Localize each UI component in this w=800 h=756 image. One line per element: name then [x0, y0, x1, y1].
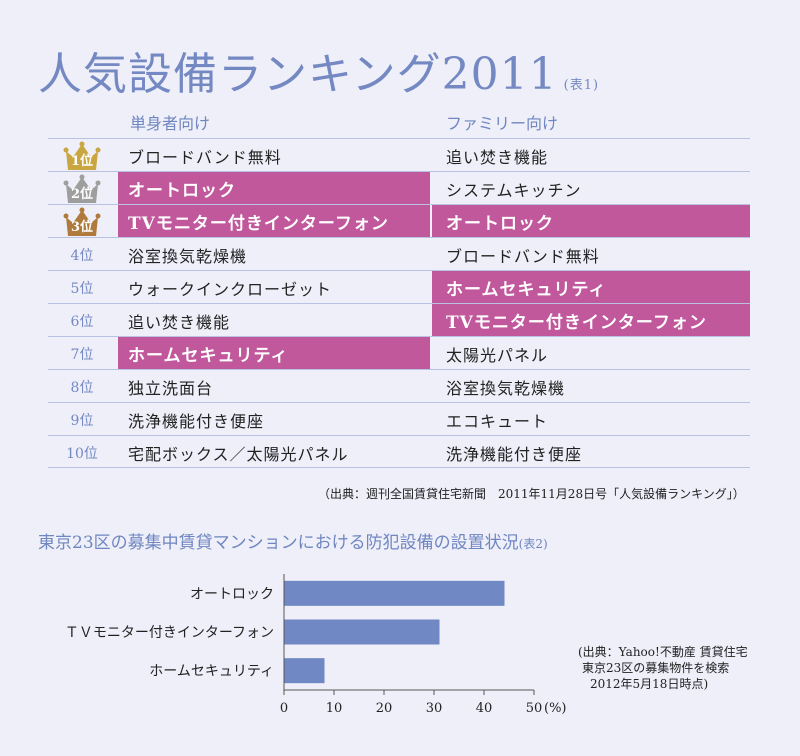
page-title: 人気設備ランキング2011 (表1): [38, 38, 599, 102]
subtitle-text: 東京23区の募集中賃貸マンションにおける防犯設備の設置状況: [38, 533, 519, 553]
x-unit-label: (%): [544, 701, 567, 716]
title-text: 人気設備ランキング2011: [38, 49, 558, 100]
source-note-chart: (出典：Yahoo!不動産 賃貸住宅東京23区の募集物件を検索 2012年5月18…: [578, 644, 748, 692]
single-item: ウォークインクローゼット: [128, 279, 333, 299]
crown-icon: 3位: [63, 207, 101, 237]
rank-cell: 8位: [70, 379, 94, 396]
category-label: ホームセキュリティ: [149, 664, 274, 680]
bar: [284, 658, 325, 684]
rank-label: 1位: [70, 153, 94, 169]
family-item: オートロック: [432, 205, 750, 238]
rank-cell: 1位: [48, 139, 116, 172]
table-row: 4位 浴室換気乾燥機 ブロードバンド無料: [48, 237, 750, 270]
rank-label: 2位: [70, 186, 94, 202]
family-item: TVモニター付きインターフォン: [432, 304, 750, 337]
rank-cell: 10位: [66, 445, 98, 462]
chart-subtitle: 東京23区の募集中賃貸マンションにおける防犯設備の設置状況(表2): [38, 528, 548, 553]
crown-icon: 2位: [63, 174, 101, 204]
source-line: (出典：Yahoo!不動産 賃貸住宅: [578, 645, 748, 659]
single-item: 宅配ボックス／太陽光パネル: [128, 444, 349, 464]
rank-cell: 4位: [70, 247, 94, 264]
family-item: 太陽光パネル: [446, 345, 549, 365]
rank-cell: 3位: [48, 205, 116, 238]
table-row: 7位 ホームセキュリティ 太陽光パネル: [48, 336, 750, 370]
single-item: 洗浄機能付き便座: [128, 411, 265, 431]
family-item: 追い焚き機能: [446, 147, 549, 167]
x-tick-label: 40: [476, 701, 493, 716]
single-item: ブロードバンド無料: [128, 147, 282, 167]
single-item: オートロック: [118, 172, 430, 205]
single-item: 独立洗面台: [128, 378, 214, 398]
family-item: ブロードバンド無料: [446, 246, 600, 266]
category-label: ＴＶモニター付きインターフォン: [65, 625, 274, 641]
ranking-table: 1位 ブロードバンド無料 追い焚き機能 2位 オートロック システムキッチン 3位 TVモニタ…: [48, 138, 750, 468]
title-note: (表1): [563, 78, 600, 93]
category-label: オートロック: [190, 586, 274, 602]
source-line: 2012年5月18日時点): [590, 677, 709, 691]
table-row: 1位 ブロードバンド無料 追い焚き機能: [48, 138, 750, 171]
rank-cell: 6位: [70, 313, 94, 330]
table-row: 2位 オートロック システムキッチン: [48, 171, 750, 205]
family-item: 浴室換気乾燥機: [446, 378, 566, 398]
rank-cell: 9位: [70, 412, 94, 429]
x-tick-label: 20: [376, 701, 393, 716]
table-row: 6位 追い焚き機能 TVモニター付きインターフォン: [48, 303, 750, 337]
x-tick-label: 30: [426, 701, 443, 716]
crown-icon: 1位: [63, 141, 101, 171]
bar: [284, 619, 440, 645]
rank-cell: 2位: [48, 172, 116, 205]
single-item: 浴室換気乾燥機: [128, 246, 248, 266]
family-item: エコキュート: [446, 411, 549, 431]
single-item: 追い焚き機能: [128, 312, 231, 332]
source-line: 東京23区の募集物件を検索: [582, 661, 730, 675]
single-item: ホームセキュリティ: [118, 337, 430, 370]
table-row: 5位 ウォークインクローゼット ホームセキュリティ: [48, 270, 750, 304]
column-header-family: ファミリー向け: [446, 114, 559, 133]
family-item: ホームセキュリティ: [432, 271, 750, 304]
x-tick-label: 50: [526, 701, 543, 716]
table-row: 9位 洗浄機能付き便座 エコキュート: [48, 402, 750, 435]
family-item: システムキッチン: [446, 180, 582, 200]
table-row: 10位 宅配ボックス／太陽光パネル 洗浄機能付き便座: [48, 435, 750, 468]
rank-cell: 5位: [70, 280, 94, 297]
table-row: 8位 独立洗面台 浴室換気乾燥機: [48, 369, 750, 402]
family-item: 洗浄機能付き便座: [446, 444, 583, 464]
rank-cell: 7位: [70, 346, 94, 363]
source-note-ranking: （出典：週刊全国賃貸住宅新聞 2011年11月28日号「人気設備ランキング」）: [318, 487, 745, 501]
table-row: 3位 TVモニター付きインターフォン オートロック: [48, 204, 750, 238]
bar: [284, 580, 505, 606]
column-header-single: 単身者向け: [130, 114, 211, 133]
subtitle-note: (表2): [518, 537, 548, 551]
x-tick-label: 0: [280, 701, 288, 716]
rank-label: 3位: [70, 219, 94, 235]
x-tick-label: 10: [326, 701, 343, 716]
single-item: TVモニター付きインターフォン: [118, 205, 430, 238]
